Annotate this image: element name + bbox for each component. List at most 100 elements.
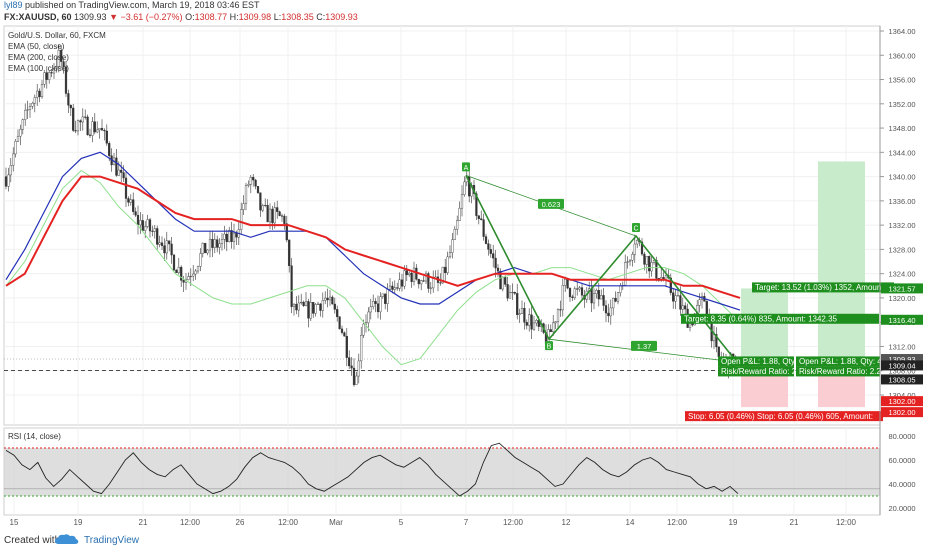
candle-body	[259, 192, 262, 211]
candle-body	[532, 322, 536, 330]
candle-body	[602, 295, 605, 306]
candle-body	[127, 198, 130, 203]
candle-body	[192, 273, 195, 277]
pattern-legs	[465, 175, 738, 363]
candle-body	[273, 207, 276, 224]
author-link[interactable]: lyl89	[4, 0, 23, 10]
candle-body	[240, 209, 243, 230]
candle-body	[271, 208, 274, 224]
candle-body	[549, 329, 552, 333]
candle-body	[180, 266, 183, 281]
candle-body	[38, 90, 41, 98]
candle-body	[679, 295, 682, 310]
legend-ema200[interactable]: EMA (200, close)	[8, 53, 69, 62]
candle-body	[669, 277, 672, 293]
ratio-text: 1.37	[637, 342, 652, 351]
candle-body	[590, 288, 593, 304]
candle-body	[571, 296, 574, 298]
candle-body	[520, 307, 524, 314]
candle-body	[400, 279, 404, 287]
candle-body	[631, 254, 634, 261]
annotation-text: Target: 8.35 (0.64%) 835, Amount: 1342.3…	[684, 315, 838, 324]
candle-body	[374, 301, 377, 304]
candle-body	[98, 127, 101, 131]
y-tick-label: 1328.00	[888, 245, 915, 254]
y-tick-label: 1320.00	[888, 294, 915, 303]
x-tick-label: 12:00	[180, 518, 201, 527]
candle-body	[216, 239, 219, 248]
candle-body	[338, 316, 341, 330]
candle-body	[139, 220, 142, 226]
pattern-point-label: B	[547, 344, 552, 351]
legend-ema100[interactable]: EMA (100, close)	[8, 64, 69, 73]
candle-body	[698, 299, 701, 306]
candle-body	[410, 272, 413, 282]
candle-body	[16, 135, 20, 142]
close-label: C:	[316, 12, 326, 22]
candle-body	[290, 265, 293, 307]
x-tick-label: 7	[464, 518, 469, 527]
legend-ema50[interactable]: EMA (50, close)	[8, 42, 65, 51]
candle-body	[26, 109, 29, 111]
candle-body	[458, 207, 461, 221]
candle-body	[324, 297, 327, 301]
candle-body	[211, 238, 214, 248]
candle-body	[12, 153, 15, 166]
candle-body	[326, 297, 329, 301]
candle-body	[446, 256, 449, 273]
candle-body	[232, 232, 236, 242]
candle-body	[568, 287, 572, 298]
candle-body	[595, 290, 598, 294]
y-tick-label: 1312.00	[888, 342, 915, 351]
price-tag: 1316.40	[881, 314, 923, 325]
candle-body	[640, 241, 644, 255]
candle-body	[561, 285, 564, 311]
candle-body	[93, 121, 96, 133]
candle-body	[36, 90, 39, 98]
candle-body	[204, 242, 207, 254]
ema200-line	[5, 169, 741, 366]
candle-body	[336, 309, 339, 318]
annotation-text: Open P&L: 1.88, Qty: 1	[721, 357, 804, 366]
candle-body	[160, 242, 164, 246]
tradingview-brand[interactable]: TradingView	[84, 535, 140, 546]
candle-body	[134, 211, 137, 216]
candle-body	[64, 66, 68, 94]
candle-body	[448, 252, 452, 258]
ratio-text: 0.623	[542, 200, 561, 209]
candle-body	[391, 285, 394, 290]
candle-body	[626, 261, 629, 263]
candle-body	[489, 249, 492, 254]
x-tick-label: 12	[562, 518, 571, 527]
publish-info: published on TradingView.com, March 19, …	[25, 0, 260, 10]
candle-body	[592, 293, 596, 304]
candle-body	[612, 297, 615, 309]
candle-body	[276, 207, 279, 212]
legend-rsi[interactable]: RSI (14, close)	[8, 432, 61, 441]
candle-body	[225, 233, 228, 242]
open-label: O:	[185, 12, 195, 22]
candle-body	[424, 273, 428, 282]
candle-body	[453, 228, 456, 240]
candle-body	[321, 300, 324, 311]
y-tick-label: 1364.00	[888, 27, 915, 36]
candle-body	[40, 84, 44, 98]
candle-body	[86, 116, 89, 136]
candle-body	[141, 220, 144, 231]
candle-body	[441, 266, 444, 284]
candle-body	[717, 346, 720, 358]
ratio-label-bd: 1.37	[631, 340, 657, 351]
candle-body	[333, 303, 336, 310]
price-chart[interactable]: 15 19 21 12:00 26 12:00 Mar 5 7 12:00 12 14 12:00 19 2…	[0, 0, 932, 530]
candle-body	[396, 287, 399, 289]
candle-body	[201, 242, 204, 254]
candle-body	[132, 199, 135, 212]
candle-body	[43, 72, 46, 85]
x-tick-label: 5	[399, 518, 404, 527]
candle-body	[460, 194, 464, 209]
y-tick-label: 1360.00	[888, 51, 915, 60]
candle-body	[580, 287, 584, 296]
candle-body	[648, 256, 651, 272]
candle-body	[96, 129, 99, 133]
candle-body	[444, 266, 447, 273]
